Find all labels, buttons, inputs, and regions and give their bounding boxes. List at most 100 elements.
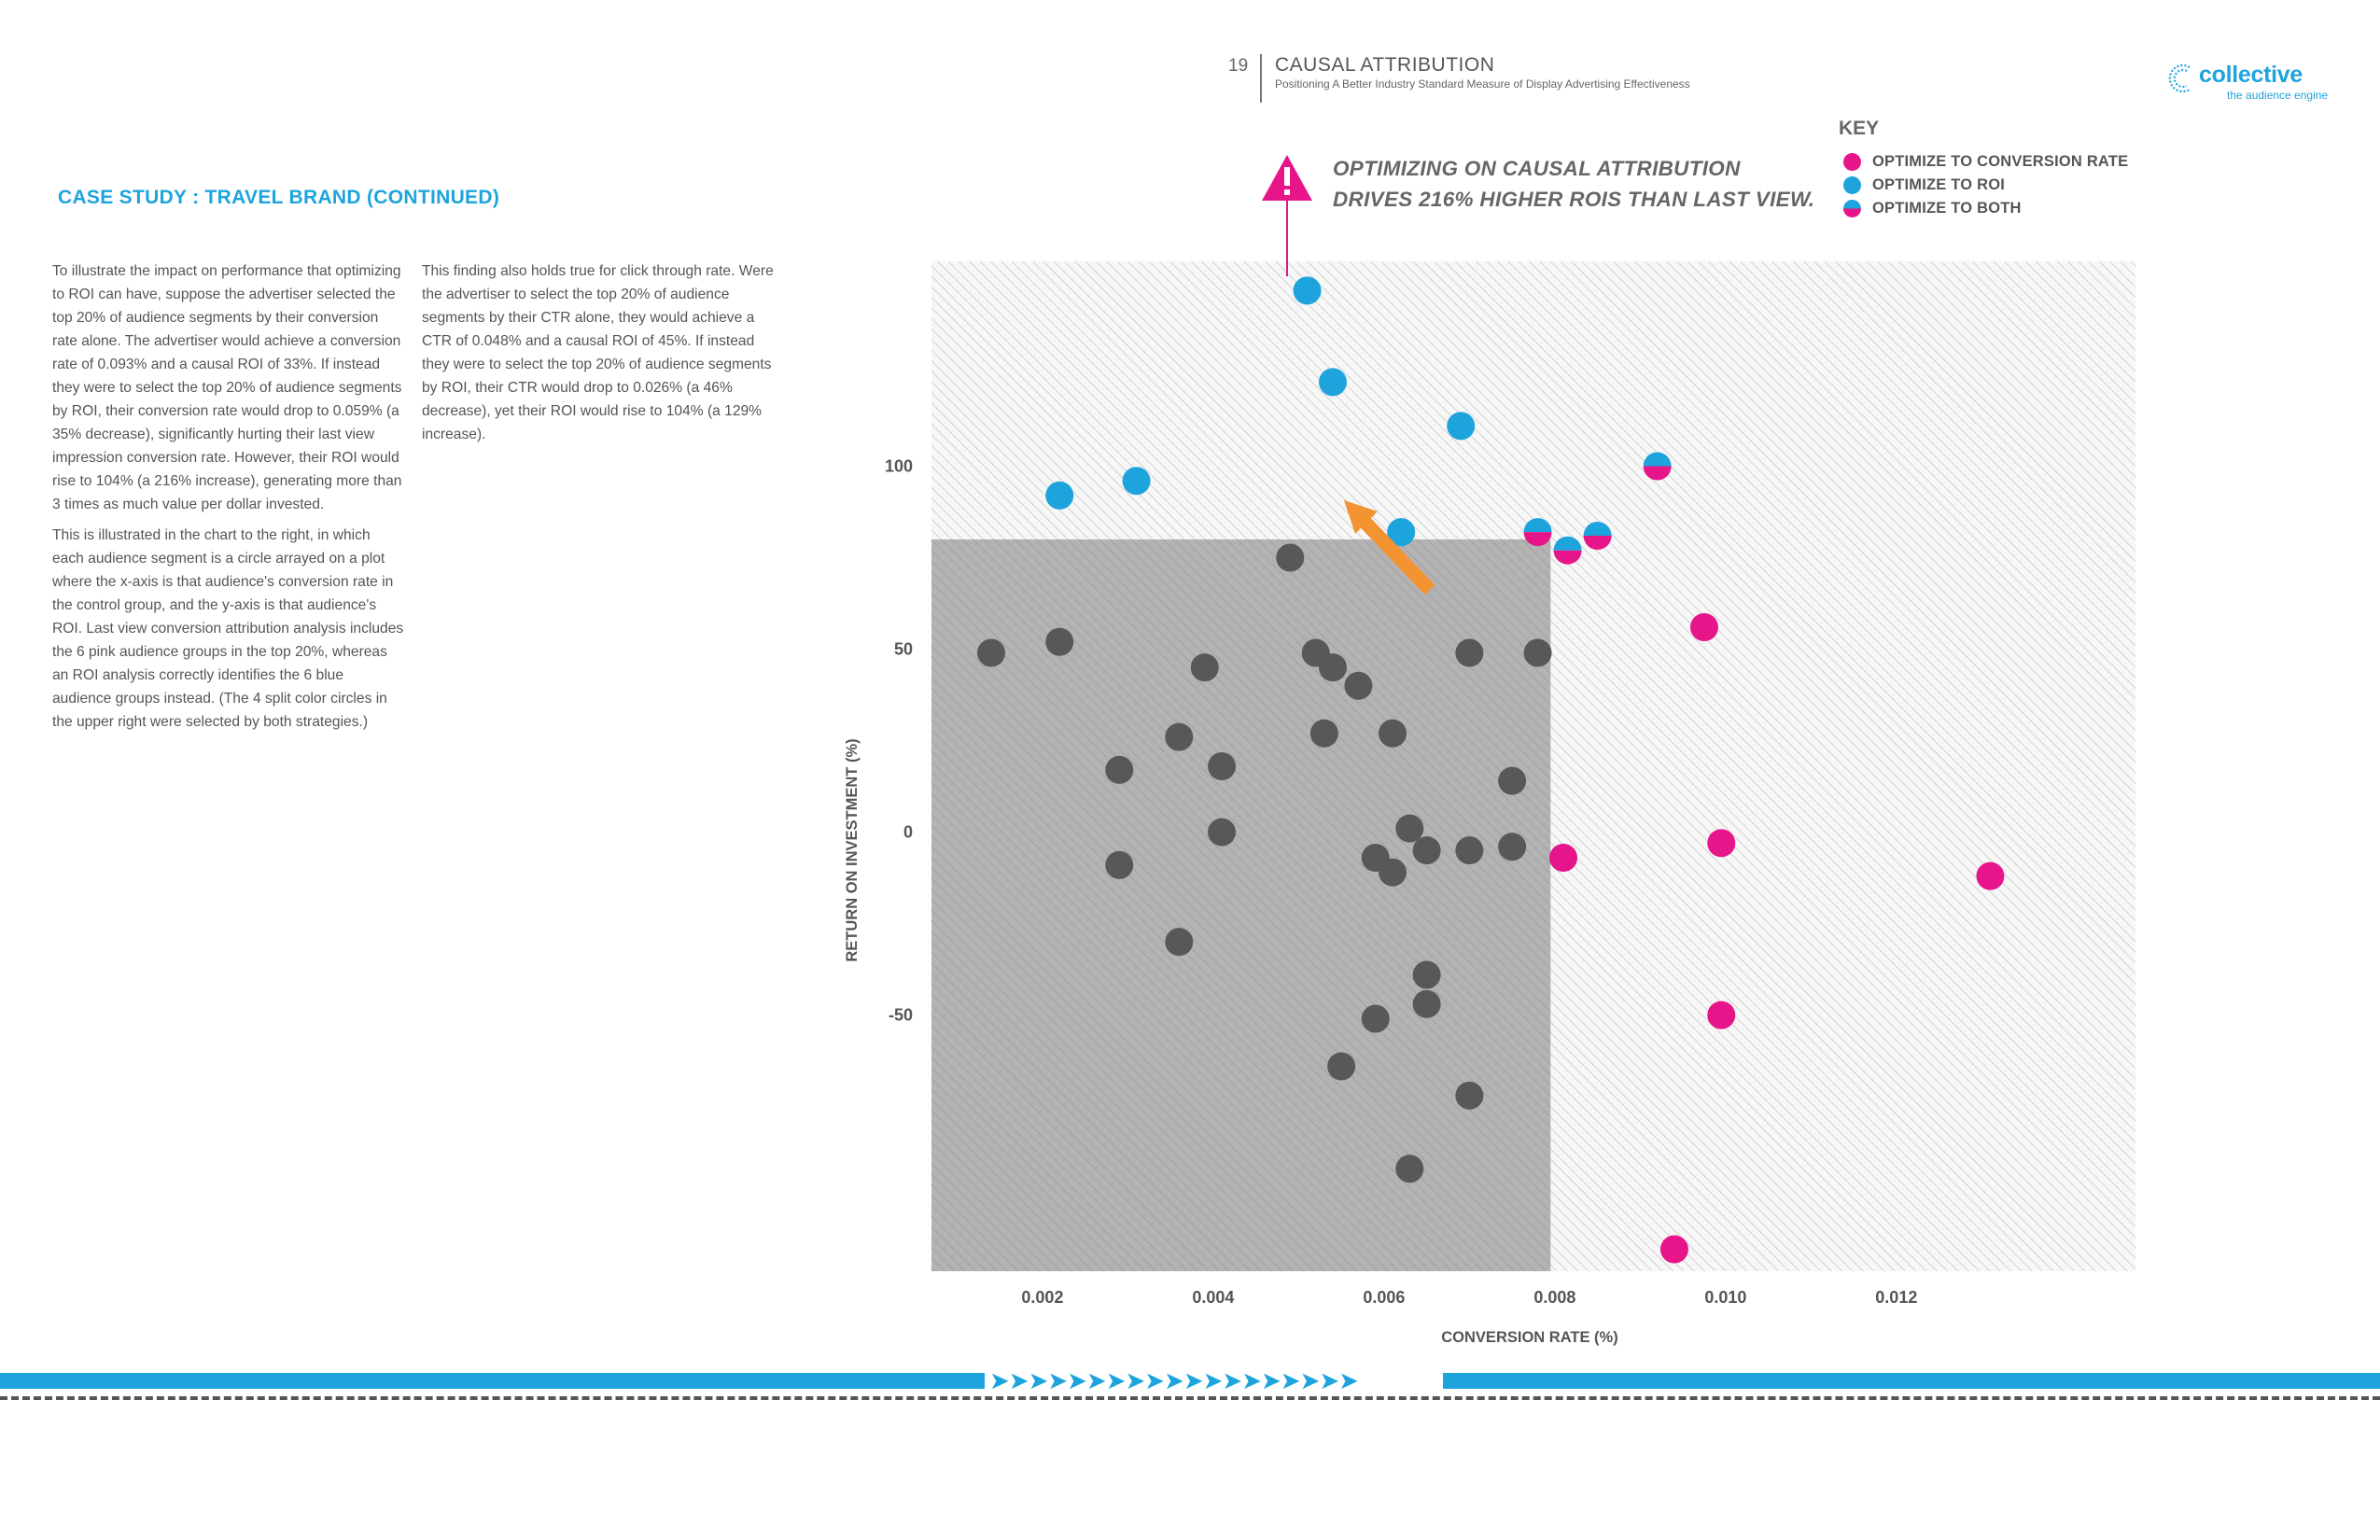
footer-dashed-line <box>0 1396 2380 1400</box>
x-tick-label: 0.008 <box>1533 1288 1575 1307</box>
key-item-roi: OPTIMIZE TO ROI <box>1843 175 2005 195</box>
data-point-other <box>1412 960 1441 989</box>
body-paragraph: This finding also holds true for click t… <box>422 263 774 442</box>
section-heading: CASE STUDY : TRAVEL BRAND (CONTINUED) <box>58 187 500 208</box>
data-point-other <box>1208 752 1237 780</box>
body-paragraph: To illustrate the impact on performance … <box>52 263 402 512</box>
split-dot-icon <box>1843 199 1861 217</box>
data-point-other <box>1361 1004 1390 1033</box>
data-point-other <box>1498 766 1527 795</box>
x-tick-label: 0.006 <box>1363 1288 1405 1307</box>
key-title: KEY <box>1839 118 1880 139</box>
header-title: CAUSAL ATTRIBUTION <box>1275 54 1495 76</box>
data-point-other <box>1309 719 1338 748</box>
data-point-conversion <box>1976 861 2005 890</box>
data-point-roi <box>1387 518 1416 547</box>
data-point-other <box>1395 1155 1424 1183</box>
data-point-other <box>1105 755 1134 784</box>
footer-bar-left <box>0 1373 985 1389</box>
y-tick-label: 100 <box>885 457 913 476</box>
data-point-other <box>1190 653 1219 682</box>
x-tick-label: 0.012 <box>1875 1288 1917 1307</box>
chevron-right-icon: ➤➤➤➤➤➤➤➤➤➤➤➤➤➤➤➤➤➤➤ <box>989 1366 1359 1394</box>
data-point-conversion <box>1707 1001 1736 1029</box>
data-point-top-half <box>1643 452 1672 467</box>
data-point-other <box>1301 638 1330 667</box>
data-point-other <box>1412 836 1441 865</box>
data-point-other <box>1045 627 1074 656</box>
data-point-other <box>1455 836 1484 865</box>
data-point-bottom-half <box>1643 466 1672 481</box>
plot-area <box>931 261 2135 1271</box>
data-point-top-half <box>1553 536 1582 551</box>
x-axis-label: CONVERSION RATE (%) <box>1441 1329 1617 1346</box>
data-point-top-half <box>1523 518 1552 533</box>
data-point-conversion <box>1689 613 1718 642</box>
data-point-bottom-half <box>1523 532 1552 547</box>
footer-bar-right <box>1443 1373 2380 1389</box>
data-point-other <box>1165 928 1194 957</box>
orange-arrow-icon <box>1344 500 1435 595</box>
pink-dot-icon <box>1843 152 1861 171</box>
data-point-other <box>1455 638 1484 667</box>
shaded-region <box>931 539 1551 1271</box>
data-point-other <box>1361 844 1390 873</box>
data-point-roi <box>1045 481 1074 510</box>
warning-triangle-icon <box>1262 155 1312 276</box>
data-point-roi <box>1122 467 1151 496</box>
x-tick-label: 0.010 <box>1704 1288 1746 1307</box>
data-point-other <box>977 638 1006 667</box>
logo-wordmark: collective <box>2199 62 2303 88</box>
data-point-both <box>1523 518 1552 547</box>
collective-logo: collective the audience engine <box>2163 58 2331 105</box>
data-point-roi <box>1293 276 1322 305</box>
data-point-roi <box>1447 412 1476 441</box>
data-point-other <box>1379 719 1407 748</box>
key-label: OPTIMIZE TO ROI <box>1872 175 2006 193</box>
data-point-other <box>1276 543 1305 572</box>
body-column-2: This finding also holds true for click t… <box>422 259 777 454</box>
data-point-other <box>1498 833 1527 861</box>
data-point-conversion <box>1707 829 1736 858</box>
header-divider <box>1260 54 1262 103</box>
y-tick-label: -50 <box>889 1006 913 1025</box>
data-point-both <box>1583 522 1612 551</box>
data-point-conversion <box>1549 844 1578 873</box>
callout-text: OPTIMIZING ON CAUSAL ATTRIBUTION DRIVES … <box>1333 153 1814 215</box>
header-subtitle: Positioning A Better Industry Standard M… <box>1275 77 1690 91</box>
callout-line-1: OPTIMIZING ON CAUSAL ATTRIBUTION <box>1333 157 1741 180</box>
data-point-roi <box>1319 368 1347 397</box>
data-point-other <box>1455 1081 1484 1110</box>
x-tick-label: 0.004 <box>1192 1288 1234 1307</box>
blue-dot-icon <box>1843 175 1861 194</box>
data-point-both <box>1643 452 1672 481</box>
callout-line-2: DRIVES 216% HIGHER ROIS THAN LAST VIEW. <box>1333 188 1815 211</box>
data-point-other <box>1379 858 1407 887</box>
data-point-bottom-half <box>1553 550 1582 565</box>
body-column-1: To illustrate the impact on performance … <box>52 259 405 741</box>
key-item-conversion: OPTIMIZE TO CONVERSION RATE <box>1843 151 2128 172</box>
data-point-other <box>1327 1052 1356 1081</box>
key-label: OPTIMIZE TO BOTH <box>1872 199 2022 217</box>
y-axis-label: RETURN ON INVESTMENT (%) <box>844 738 861 961</box>
data-point-other <box>1208 818 1237 847</box>
data-point-other <box>1523 638 1552 667</box>
body-paragraph: This is illustrated in the chart to the … <box>52 527 404 730</box>
data-point-bottom-half <box>1583 536 1612 551</box>
data-point-other <box>1105 850 1134 879</box>
data-point-other <box>1165 722 1194 751</box>
data-point-other <box>1395 814 1424 843</box>
data-point-both <box>1553 536 1582 565</box>
y-tick-label: 0 <box>903 823 913 842</box>
data-point-conversion <box>1659 1235 1688 1264</box>
collective-logo-mark-icon <box>2168 63 2191 93</box>
data-point-top-half <box>1583 522 1612 537</box>
x-tick-label: 0.002 <box>1021 1288 1063 1307</box>
y-tick-label: 50 <box>894 640 913 659</box>
key-label: OPTIMIZE TO CONVERSION RATE <box>1872 152 2129 170</box>
data-point-other <box>1319 653 1347 682</box>
data-point-other <box>1412 989 1441 1018</box>
page-number: 19 <box>1228 56 1249 76</box>
key-item-both: OPTIMIZE TO BOTH <box>1843 198 2022 218</box>
logo-tagline: the audience engine <box>2227 89 2329 102</box>
